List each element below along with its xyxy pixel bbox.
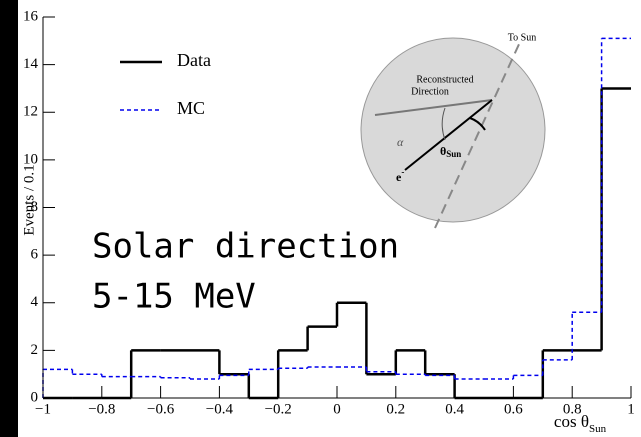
y-tick-label: 0 (31, 389, 39, 405)
x-tick-label: 0.2 (386, 401, 405, 417)
direction-label: Direction (411, 86, 449, 97)
theta-sub: Sun (446, 149, 461, 159)
electron-arrow (404, 99, 493, 171)
theta-arc (469, 117, 486, 131)
x-tick-label: 0.6 (504, 401, 523, 417)
electron-label: e- (396, 167, 404, 184)
x-label-main: cos θ (554, 412, 589, 431)
inset-circle (360, 37, 546, 223)
x-tick-label: 0.4 (445, 401, 464, 417)
y-tick-label: 14 (23, 56, 39, 72)
x-label-sub: Sun (589, 423, 607, 435)
overlay-subtitle: 5-15 MeV (92, 277, 256, 317)
x-tick-label: 1 (627, 401, 635, 417)
electron-sup: - (401, 167, 404, 177)
x-tick-label: 0 (333, 401, 341, 417)
x-tick-label: −0.2 (265, 401, 292, 417)
x-tick-label: −0.4 (206, 401, 234, 417)
legend-label: Data (177, 50, 211, 70)
reconstructed-label: Reconstructed (416, 74, 473, 85)
y-tick-label: 8 (31, 199, 39, 215)
background (18, 0, 641, 437)
y-tick-label: 2 (31, 342, 39, 358)
electron-main: e (396, 170, 402, 184)
alpha-arc (441, 107, 446, 141)
x-tick-label: 0.8 (563, 401, 582, 417)
inset-diagram: To Sun Reconstructed Direction α θSun e- (360, 32, 546, 229)
sun-line (434, 41, 521, 229)
y-tick-label: 10 (23, 151, 38, 167)
theta-label: θSun (440, 144, 461, 159)
x-tick-label: −0.8 (88, 401, 115, 417)
x-axis-label: cos θSun (554, 412, 607, 435)
to-sun-label: To Sun (508, 32, 536, 43)
legend-label: MC (177, 98, 205, 118)
overlay-title: Solar direction (92, 227, 399, 267)
x-tick-label: −0.6 (147, 401, 175, 417)
y-axis-label: Events / 0.1 (21, 164, 37, 235)
reconstructed-arrow (374, 99, 493, 116)
y-tick-label: 16 (23, 8, 39, 24)
x-tick-label: −1 (35, 401, 51, 417)
alpha-label: α (397, 135, 404, 149)
y-tick-label: 4 (31, 294, 39, 310)
y-tick-label: 12 (23, 104, 38, 120)
y-tick-label: 6 (31, 247, 39, 263)
theta-main: θ (440, 144, 446, 158)
